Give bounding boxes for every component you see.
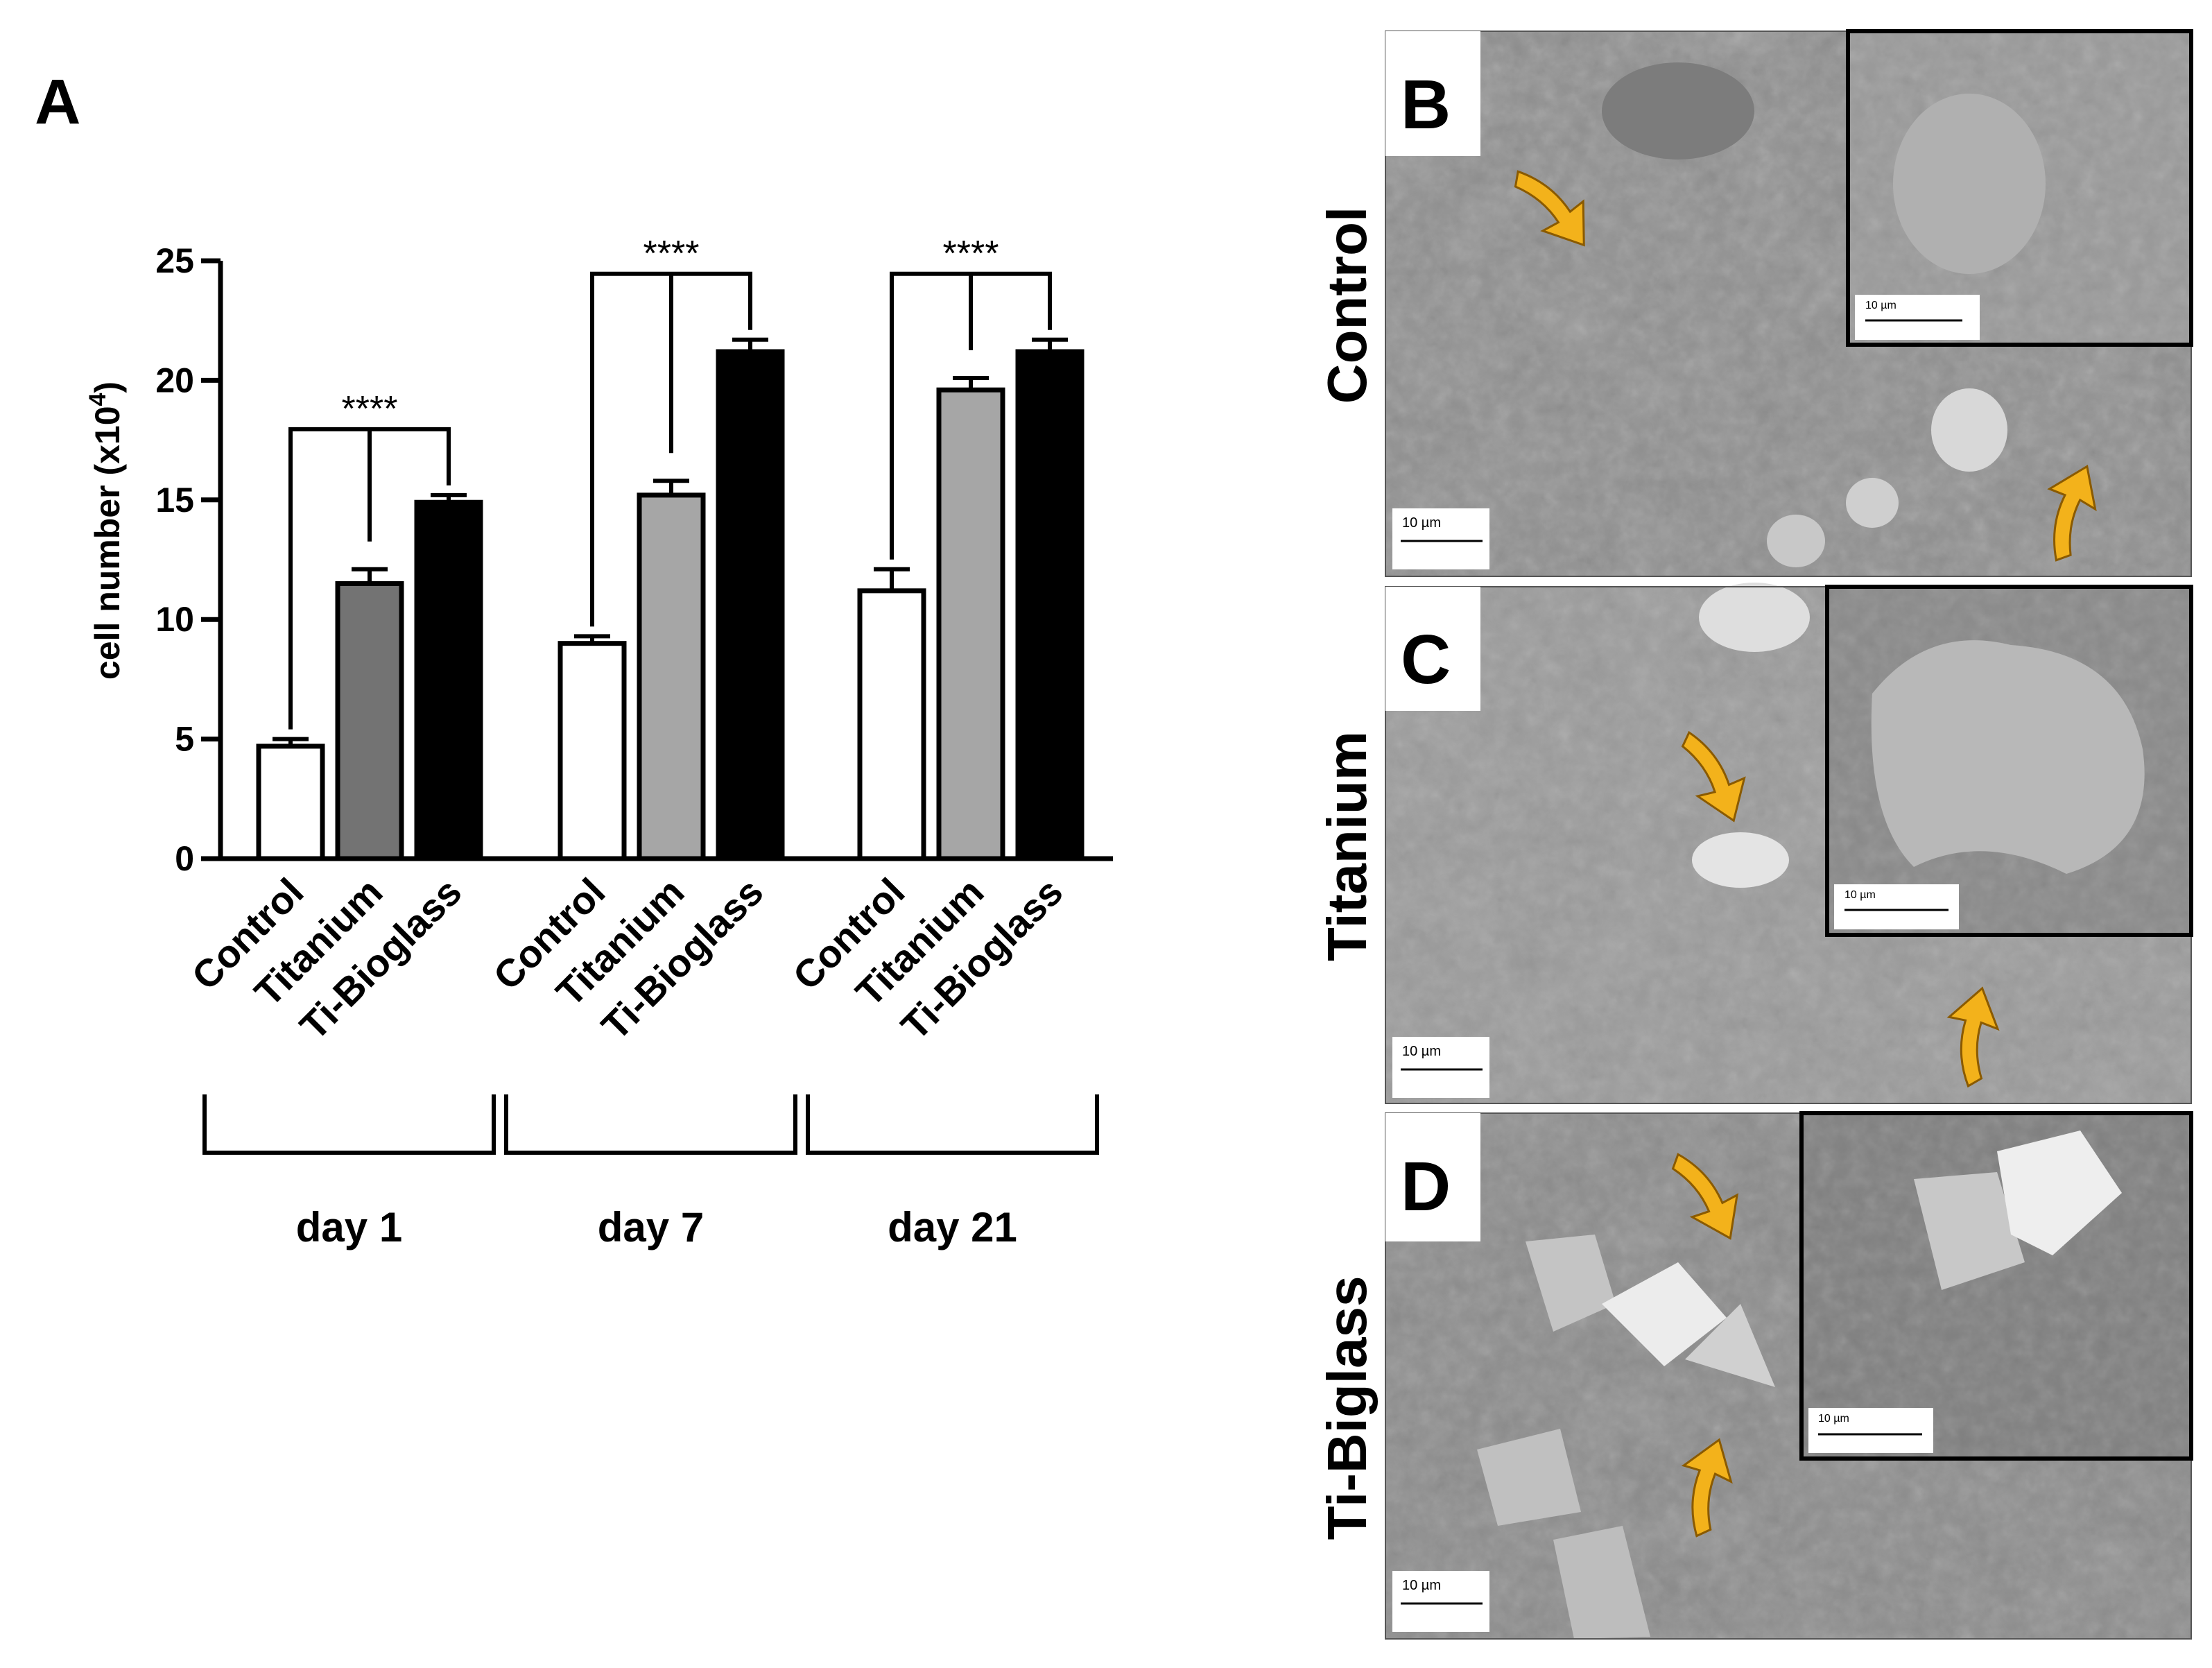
inset-border bbox=[1825, 585, 2193, 937]
significance-stars: **** bbox=[342, 389, 398, 429]
letter-tab bbox=[1385, 587, 1480, 711]
sem-cell-blob bbox=[1767, 515, 1825, 567]
sem-cell-blob bbox=[1699, 583, 1810, 652]
y-tick-label: 20 bbox=[155, 361, 194, 399]
inset-particle bbox=[1997, 1130, 2122, 1255]
inset-cell bbox=[1893, 94, 2046, 274]
y-tick-label: 10 bbox=[155, 600, 194, 639]
bioglass-particle bbox=[1685, 1304, 1775, 1387]
panel-letter-c: C bbox=[1401, 621, 1451, 698]
bar-control bbox=[857, 588, 926, 861]
bars-layer bbox=[256, 337, 1085, 861]
inset-scale-bar-label: 10 µm bbox=[1865, 300, 1896, 311]
y-tick-label: 0 bbox=[175, 839, 194, 878]
bioglass-particle bbox=[1602, 1262, 1727, 1366]
bar-control bbox=[558, 641, 627, 861]
day-group-brackets: day 1 day 7 day 21 bbox=[202, 1094, 1099, 1250]
day-bracket bbox=[504, 1094, 797, 1155]
day-label: day 21 bbox=[888, 1204, 1017, 1250]
inset-particle bbox=[1914, 1172, 2025, 1290]
scale-bar-box bbox=[1392, 508, 1489, 569]
inset-scale-bar-box bbox=[1808, 1408, 1933, 1453]
inset-cell bbox=[1871, 640, 2145, 874]
significance-brackets: **** **** **** bbox=[288, 234, 1052, 730]
inset-scale-bar-box bbox=[1834, 884, 1959, 929]
sem-cell-blob bbox=[1931, 388, 2007, 472]
sem-inset-texture bbox=[1801, 1113, 2191, 1459]
sem-cell-blob bbox=[1846, 478, 1899, 528]
day-bracket bbox=[806, 1094, 1099, 1155]
y-tick-label: 15 bbox=[155, 481, 194, 519]
bar-ti-bioglass bbox=[716, 349, 785, 861]
row-label-control: Control bbox=[1316, 207, 1378, 404]
panel-c-sem: C 10 µm 10 µm Titanium bbox=[1316, 583, 2193, 1104]
day-label: day 7 bbox=[598, 1204, 704, 1250]
y-axis-title: cell number (x104) bbox=[85, 381, 127, 680]
inset-scale-bar-box bbox=[1855, 295, 1980, 340]
significance-stars: **** bbox=[943, 234, 999, 274]
day-bracket bbox=[202, 1094, 496, 1155]
bar-ti-bioglass bbox=[1015, 349, 1085, 861]
scale-bar-label: 10 µm bbox=[1402, 515, 1441, 531]
inset-border bbox=[1799, 1111, 2193, 1461]
bar-titanium bbox=[936, 387, 1005, 861]
panel-letter-d: D bbox=[1401, 1148, 1451, 1226]
inset-scale-bar-label: 10 µm bbox=[1844, 889, 1876, 901]
panel-letter-b: B bbox=[1401, 66, 1451, 144]
panel-d-sem: D 10 µm 10 µm Ti-Biglass bbox=[1316, 1111, 2193, 1640]
sem-cell-blob bbox=[1692, 832, 1789, 888]
row-label-titanium: Titanium bbox=[1316, 731, 1378, 961]
bar-ti-bioglass bbox=[414, 499, 483, 861]
letter-tab bbox=[1385, 1113, 1480, 1241]
panel-b-sem: B 10 µm 10 µm Control bbox=[1316, 29, 2193, 577]
row-label-ti-biglass: Ti-Biglass bbox=[1316, 1276, 1378, 1540]
bioglass-particle bbox=[1526, 1235, 1616, 1332]
bioglass-particle bbox=[1477, 1429, 1581, 1526]
significance-stars: **** bbox=[643, 234, 700, 274]
scale-bar-box bbox=[1392, 1571, 1489, 1632]
y-tick-label: 25 bbox=[155, 241, 194, 280]
inset-scale-bar-label: 10 µm bbox=[1818, 1413, 1849, 1425]
scale-bar-label: 10 µm bbox=[1402, 1578, 1441, 1593]
scale-bar-label: 10 µm bbox=[1402, 1044, 1441, 1059]
y-axis-ticks: 0 5 10 15 20 25 bbox=[155, 241, 221, 878]
bar-titanium bbox=[637, 492, 706, 861]
panel-letter-a: A bbox=[35, 67, 80, 137]
y-tick-label: 5 bbox=[175, 720, 194, 759]
letter-tab bbox=[1385, 31, 1480, 156]
bioglass-particle bbox=[1553, 1526, 1650, 1639]
sem-feature bbox=[1602, 62, 1754, 160]
day-label: day 1 bbox=[296, 1204, 402, 1250]
scale-bar-box bbox=[1392, 1037, 1489, 1098]
inset-border bbox=[1846, 29, 2193, 347]
bar-titanium bbox=[335, 581, 404, 861]
bar-control bbox=[256, 743, 325, 861]
